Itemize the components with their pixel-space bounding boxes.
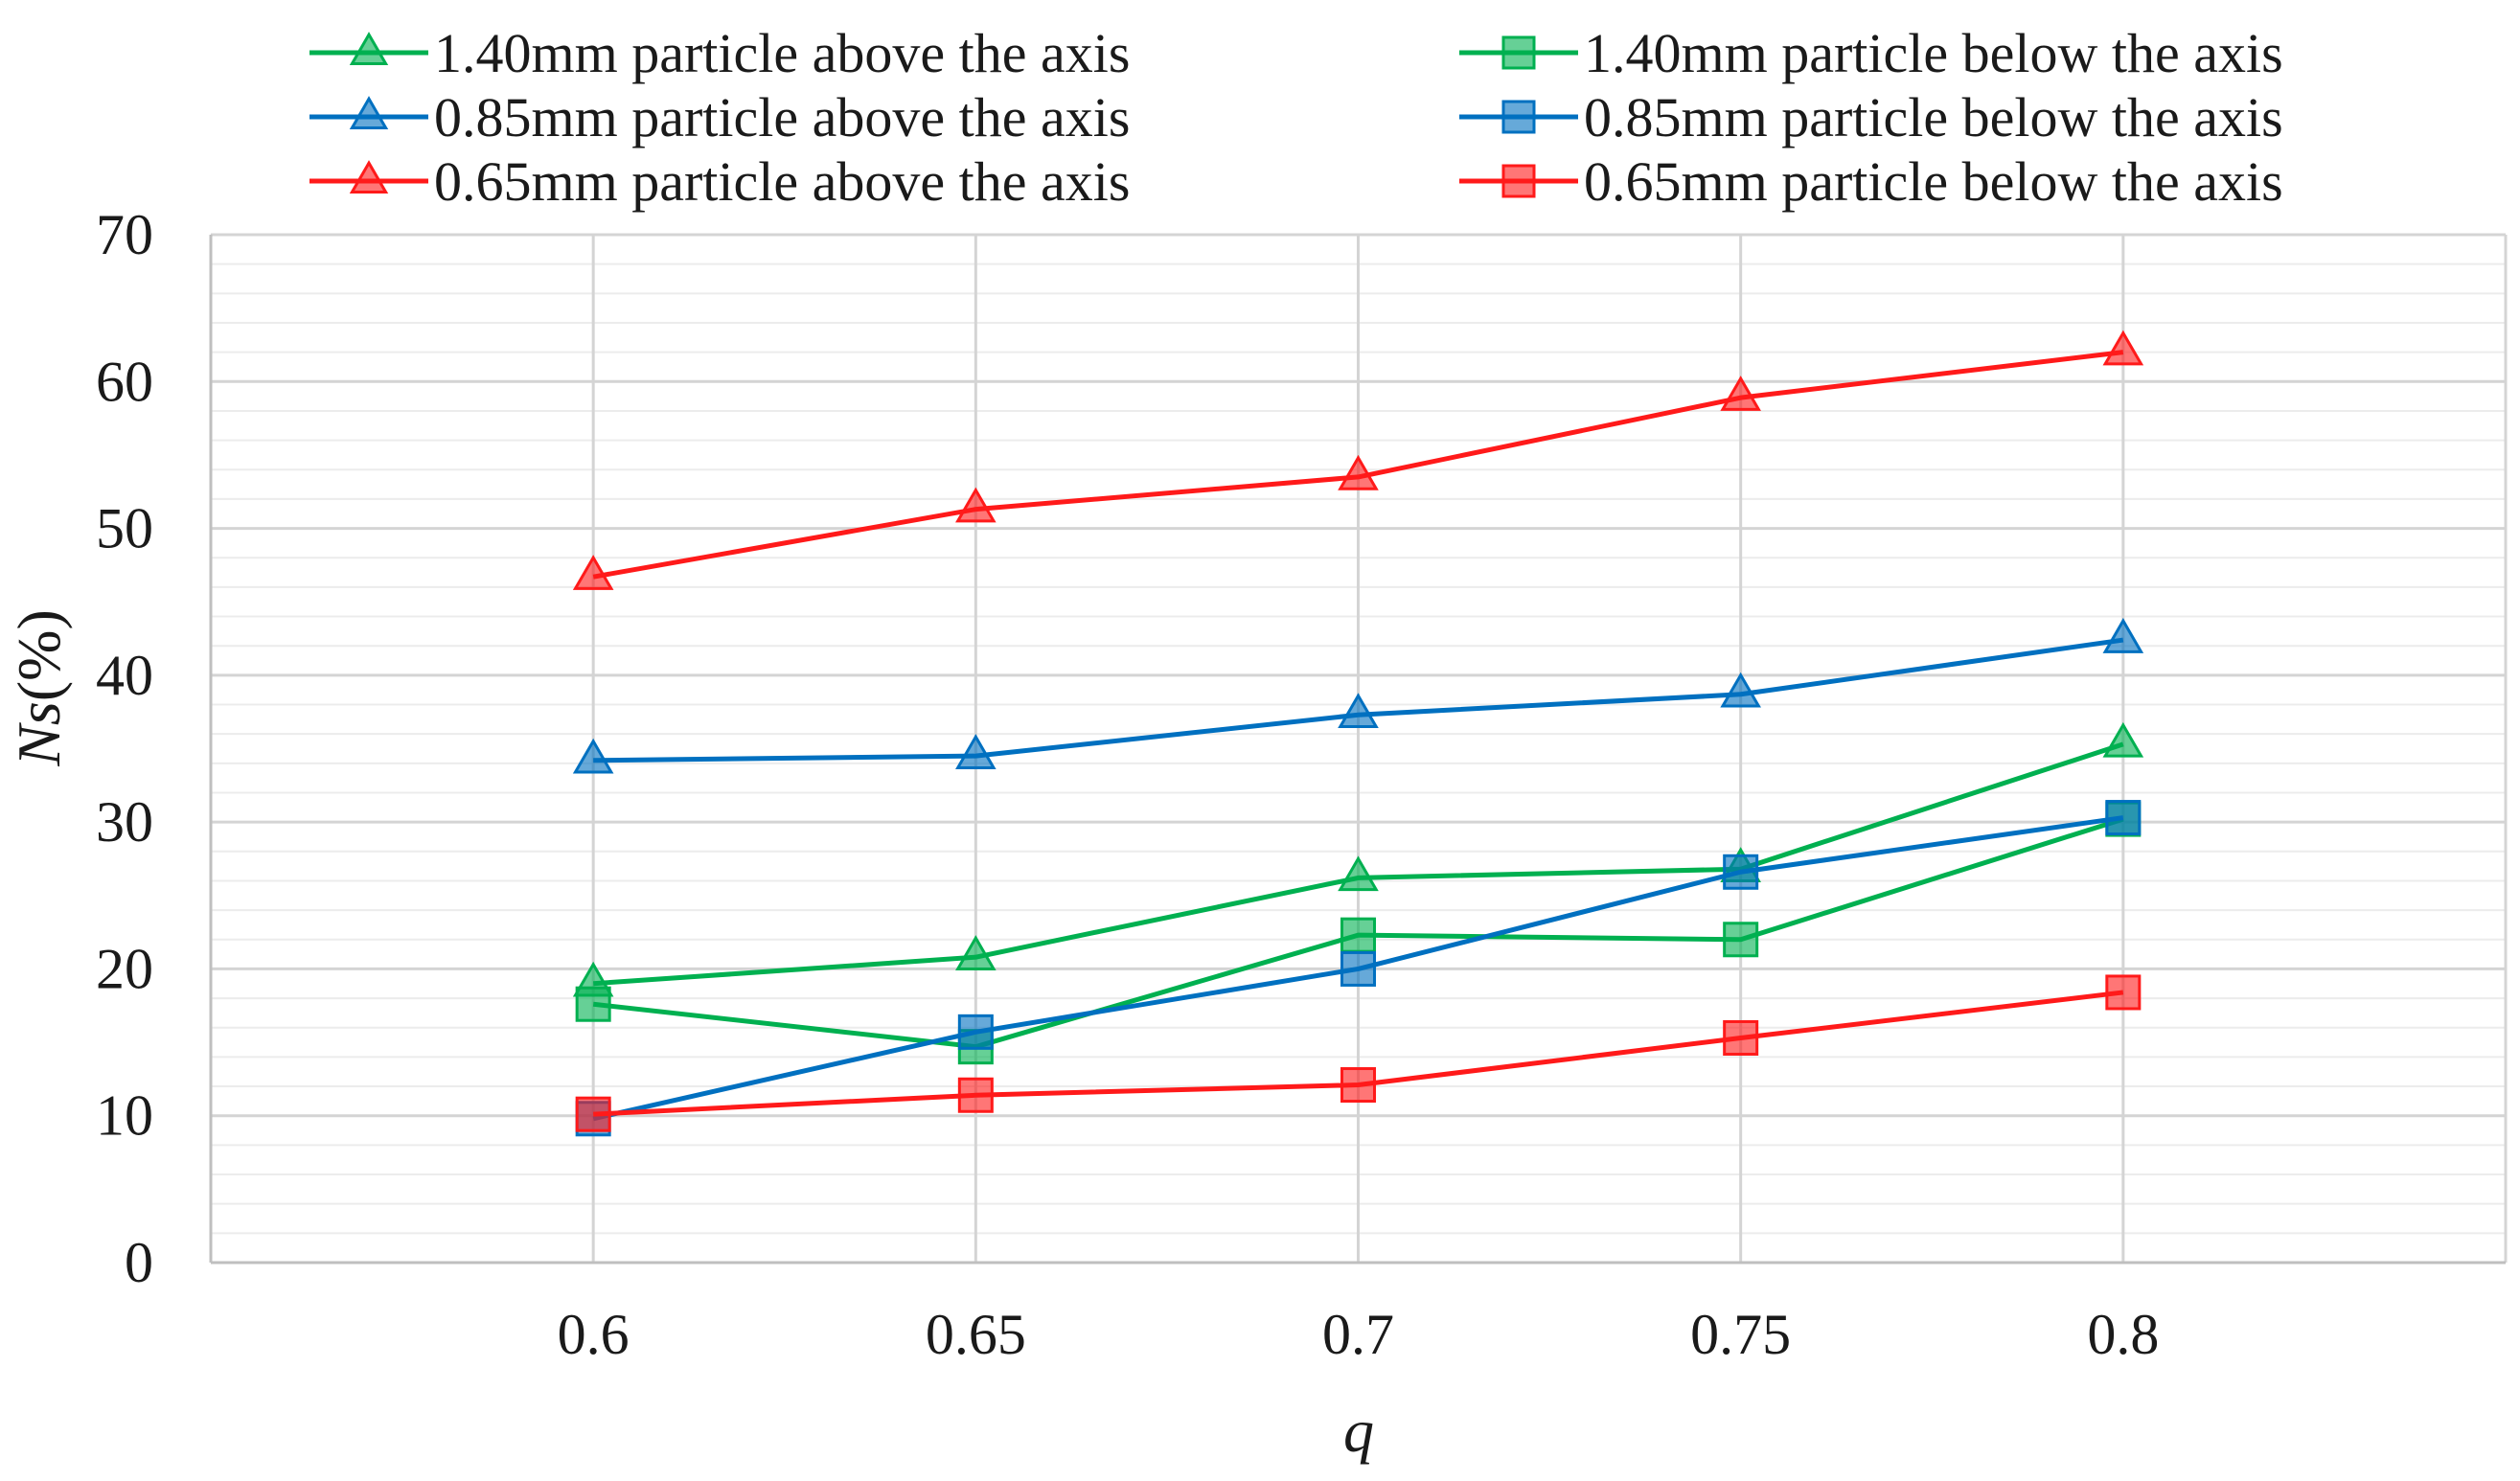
data-point xyxy=(2102,330,2144,366)
data-point xyxy=(1340,1067,1376,1104)
y-tick-label: 60 xyxy=(96,350,153,413)
legend-label: 0.85mm particle above the axis xyxy=(434,86,1130,148)
legend-label: 0.65mm particle below the axis xyxy=(1584,150,2283,213)
series-6 xyxy=(575,974,2142,1132)
data-point xyxy=(575,1096,611,1132)
series-4 xyxy=(575,800,2142,1137)
x-tick-label: 0.7 xyxy=(1322,1303,1394,1366)
series-layer xyxy=(572,330,2144,1137)
y-tick-label: 30 xyxy=(96,790,153,854)
data-point xyxy=(2105,800,2142,836)
data-point xyxy=(957,1014,994,1050)
y-tick-label: 50 xyxy=(96,497,153,560)
legend-marker xyxy=(349,160,389,194)
data-point xyxy=(1720,672,1761,708)
data-point xyxy=(1723,922,1759,958)
series-3 xyxy=(572,618,2144,774)
data-point xyxy=(1338,855,1379,892)
legend-label: 1.40mm particle below the axis xyxy=(1584,22,2283,84)
legend-marker xyxy=(1501,100,1536,134)
legend-marker xyxy=(349,32,389,66)
y-tick-label: 70 xyxy=(96,203,153,266)
series-5 xyxy=(572,330,2144,590)
data-point xyxy=(2102,721,2144,758)
legend-item: 1.40mm particle above the axis xyxy=(309,22,1130,84)
data-point xyxy=(955,487,997,523)
legend-marker xyxy=(1501,164,1536,198)
data-point xyxy=(1723,854,1759,890)
axes: 0 10 20 30 40 50 60 70 0.6 0.65 0.7 0.75 0.8 xyxy=(96,203,2506,1366)
legend: 1.40mm particle above the axis 1.40mm par… xyxy=(309,22,2283,213)
data-point xyxy=(1723,1019,1759,1056)
data-point xyxy=(1340,917,1376,953)
legend-item: 0.65mm particle below the axis xyxy=(1459,150,2283,213)
legend-marker xyxy=(349,96,389,130)
y-axis-title-unit: (%) xyxy=(5,609,73,701)
y-axis-title: Ns(%) xyxy=(5,609,73,767)
x-tick-label: 0.6 xyxy=(558,1303,630,1366)
data-point xyxy=(955,935,997,970)
x-tick-label: 0.65 xyxy=(926,1303,1026,1366)
legend-label: 0.65mm particle above the axis xyxy=(434,150,1130,213)
y-tick-label: 10 xyxy=(96,1084,153,1148)
data-point xyxy=(575,986,611,1022)
data-point xyxy=(1720,376,1761,411)
data-point xyxy=(957,1077,994,1113)
legend-item: 0.85mm particle below the axis xyxy=(1459,86,2283,148)
data-point xyxy=(1340,950,1376,987)
legend-marker xyxy=(1501,35,1536,70)
x-tick-label: 0.8 xyxy=(2087,1303,2159,1366)
x-tick-label: 0.75 xyxy=(1690,1303,1791,1366)
data-point xyxy=(572,738,614,774)
legend-item: 0.65mm particle above the axis xyxy=(309,150,1130,213)
legend-item: 0.85mm particle above the axis xyxy=(309,86,1130,148)
data-point xyxy=(955,734,997,769)
y-axis-title-italic: Ns xyxy=(5,701,73,767)
data-point xyxy=(1338,454,1379,490)
legend-label: 0.85mm particle below the axis xyxy=(1584,86,2283,148)
y-tick-label: 20 xyxy=(96,937,153,1000)
grid xyxy=(211,233,2508,1263)
data-point xyxy=(1338,693,1379,729)
legend-item: 1.40mm particle below the axis xyxy=(1459,22,2283,84)
data-point xyxy=(2102,618,2144,653)
y-tick-label: 0 xyxy=(125,1231,153,1294)
data-point xyxy=(2105,974,2142,1011)
data-point xyxy=(572,555,614,590)
x-axis-title: q xyxy=(1343,1397,1374,1465)
legend-label: 1.40mm particle above the axis xyxy=(434,22,1130,84)
y-tick-label: 40 xyxy=(96,644,153,707)
